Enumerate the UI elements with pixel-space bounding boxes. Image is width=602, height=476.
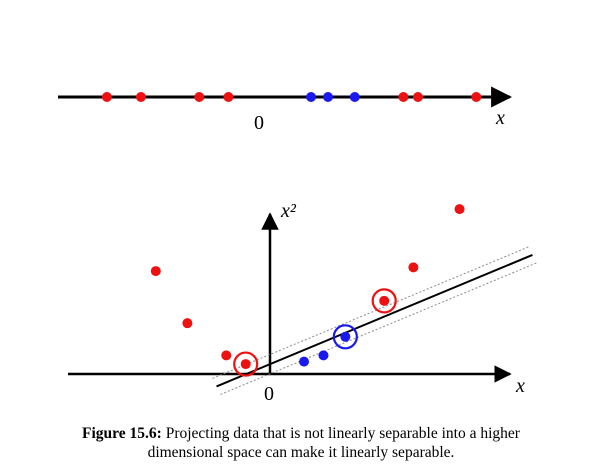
caption-text-line1: Projecting data that is not linearly sep… [165,425,520,442]
bottom-point-5 [299,356,310,367]
top-point-2 [135,92,146,102]
bottom-points [150,204,465,377]
bottom-plot: 0 x x² [68,200,537,405]
top-plot: 0 x [58,86,513,134]
support-vector-ring-4 [233,351,259,377]
bottom-point-2 [182,318,193,329]
support-vector-ring-8 [371,288,397,314]
top-point-8 [398,92,409,102]
margin-line-lower [220,262,537,395]
top-point-10 [471,92,482,102]
top-point-4 [223,92,234,102]
bottom-point-9 [408,262,419,273]
bottom-x-axis-label: x [515,375,525,397]
top-point-7 [349,92,360,102]
bottom-point-4 [240,359,251,370]
bottom-origin-label: 0 [264,383,274,405]
bottom-point-7 [340,331,351,342]
top-origin-label: 0 [254,112,264,134]
caption-text-line2: dimensional space can make it linearly s… [147,444,455,461]
figure-caption: Figure 15.6: Projecting data that is not… [0,424,602,462]
support-vector-ring-7 [332,324,358,350]
bottom-point-1 [150,266,161,277]
bottom-y-axis-label: x² [280,200,297,222]
top-point-1 [101,92,112,102]
top-point-5 [306,92,317,102]
bottom-point-10 [454,204,465,215]
top-point-3 [194,92,205,102]
bottom-point-3 [221,350,232,361]
separating-line [216,254,533,388]
margin-line-upper [212,246,529,379]
top-point-6 [323,92,334,102]
bottom-point-8 [379,295,390,306]
top-points [101,92,482,102]
top-x-axis-label: x [495,107,505,129]
bottom-point-6 [318,350,329,361]
caption-label: Figure 15.6: [82,425,162,442]
top-point-9 [412,92,423,102]
